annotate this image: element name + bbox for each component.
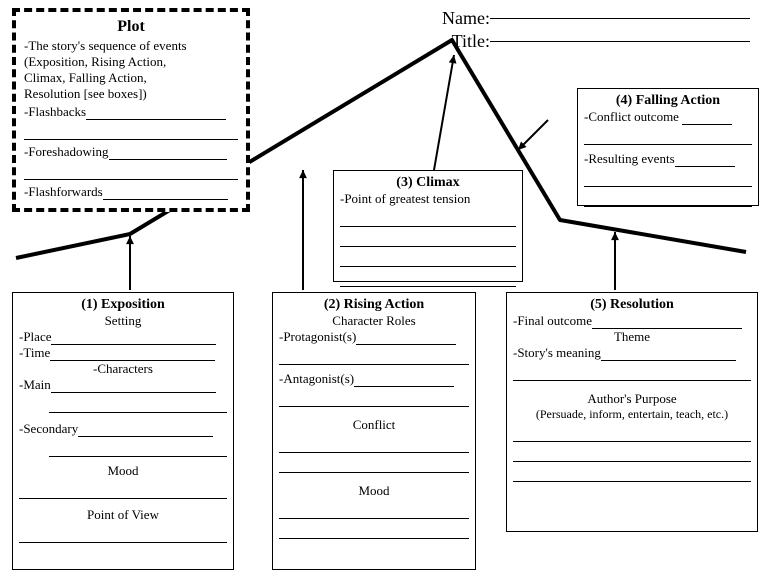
rising-action-box: (2) Rising Action Character Roles -Prota…: [272, 292, 476, 570]
time-label: -Time: [19, 345, 50, 360]
flashforwards-label: -Flashforwards: [24, 184, 103, 199]
climax-title: (3) Climax: [340, 175, 516, 191]
falling-action-box: (4) Falling Action -Conflict outcome -Re…: [577, 88, 759, 206]
falling-outcome: -Conflict outcome: [584, 109, 679, 124]
title-blank[interactable]: [490, 41, 750, 42]
flashbacks-label: -Flashbacks: [24, 104, 86, 119]
protagonist-label: -Protagonist(s): [279, 329, 356, 344]
plot-box: Plot -The story's sequence of events (Ex…: [12, 8, 250, 212]
resolution-box: (5) Resolution -Final outcome Theme -Sto…: [506, 292, 758, 532]
antagonist-label: -Antagonist(s): [279, 371, 354, 386]
climax-point: -Point of greatest tension: [340, 191, 516, 207]
main-label: -Main: [19, 377, 51, 392]
name-label: Name:: [430, 8, 490, 29]
title-label: Title:: [430, 31, 490, 52]
secondary-label: -Secondary: [19, 421, 78, 436]
plot-intro-2: (Exposition, Rising Action,: [24, 54, 238, 70]
theme-label: Theme: [513, 329, 751, 345]
resolution-title: (5) Resolution: [513, 297, 751, 313]
plot-intro-3: Climax, Falling Action,: [24, 70, 238, 86]
rising-roles: Character Roles: [279, 313, 469, 329]
final-outcome-label: -Final outcome: [513, 313, 592, 328]
plot-intro-4: Resolution [see boxes]): [24, 86, 238, 102]
exposition-box: (1) Exposition Setting -Place -Time -Cha…: [12, 292, 234, 570]
exposition-title: (1) Exposition: [19, 297, 227, 313]
purpose-label: Author's Purpose: [513, 391, 751, 407]
meaning-label: -Story's meaning: [513, 345, 601, 360]
conflict-label: Conflict: [279, 417, 469, 433]
plot-intro-1: -The story's sequence of events: [24, 38, 238, 54]
foreshadowing-label: -Foreshadowing: [24, 144, 109, 159]
climax-box: (3) Climax -Point of greatest tension: [333, 170, 523, 282]
rising-mood: Mood: [279, 483, 469, 499]
falling-title: (4) Falling Action: [584, 93, 752, 109]
name-blank[interactable]: [490, 18, 750, 19]
plot-title: Plot: [24, 18, 238, 36]
purpose-sub: (Persuade, inform, entertain, teach, etc…: [513, 407, 751, 422]
falling-events: -Resulting events: [584, 151, 675, 166]
characters-label: -Characters: [19, 361, 227, 377]
header-fields: Name: Title:: [430, 8, 750, 54]
exposition-pov: Point of View: [19, 507, 227, 523]
rising-title: (2) Rising Action: [279, 297, 469, 313]
place-label: -Place: [19, 329, 51, 344]
exposition-setting: Setting: [19, 313, 227, 329]
exposition-mood: Mood: [19, 463, 227, 479]
